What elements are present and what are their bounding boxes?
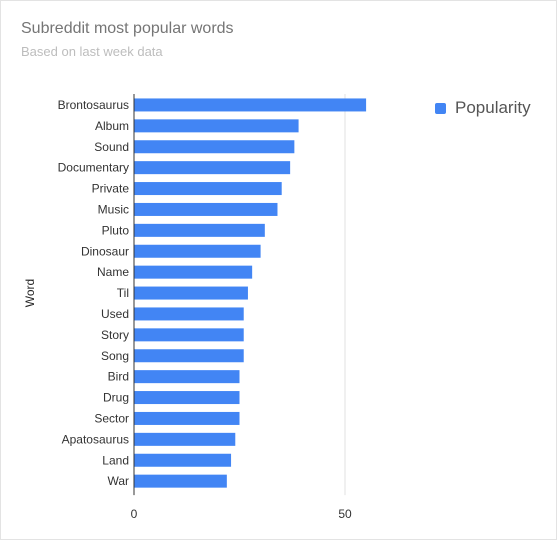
y-tick-label: Story [101,328,129,342]
y-tick-label: Pluto [102,223,130,237]
bar [134,202,278,216]
y-tick-label: Album [95,119,129,133]
bar [134,411,240,425]
y-tick-label: Sector [94,411,129,425]
x-tick-label: 50 [338,507,352,521]
bar [134,432,236,446]
bar [134,244,261,258]
y-tick-label: Sound [94,140,129,154]
chart-subtitle: Based on last week data [21,44,163,59]
bar [134,349,244,363]
x-tick-label: 0 [131,507,138,521]
y-tick-label: Used [101,307,129,321]
y-tick-label: Private [92,182,130,196]
y-tick-label: Dinosaur [81,244,129,258]
bar [134,265,253,279]
bar [134,391,240,405]
legend-swatch [435,102,446,114]
bar [134,98,367,112]
bar [134,223,265,237]
y-tick-label: Apatosaurus [62,432,129,446]
legend-label: Popularity [455,98,531,117]
y-tick-label: Documentary [58,161,129,175]
y-tick-label: Music [98,202,129,216]
y-tick-label: War [107,474,129,488]
bar [134,307,244,321]
y-tick-label: Brontosaurus [58,98,129,112]
legend[interactable]: Popularity [435,98,531,118]
y-tick-label: Name [97,265,129,279]
y-tick-label: Til [117,286,129,300]
bar [134,140,295,154]
chart-title: Subreddit most popular words [21,20,234,37]
bar [134,161,291,175]
y-tick-label: Bird [108,370,129,384]
bar [134,328,244,342]
bar [134,119,299,133]
bar [134,474,227,488]
y-tick-label: Song [101,349,129,363]
y-tick-label: Land [102,453,129,467]
bar [134,182,282,196]
bar [134,370,240,384]
bar [134,453,232,467]
bar [134,286,248,300]
y-tick-label: Drug [103,391,129,405]
